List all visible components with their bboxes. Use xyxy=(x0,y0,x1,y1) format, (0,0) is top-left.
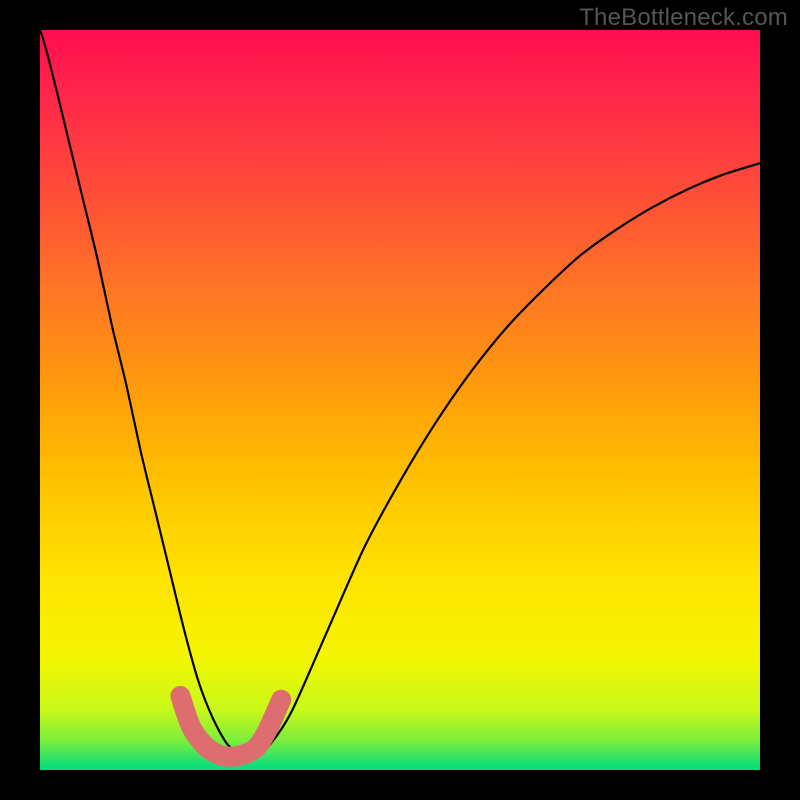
watermark-text: TheBottleneck.com xyxy=(579,4,788,32)
chart-stage: TheBottleneck.com xyxy=(0,0,800,800)
bottleneck-chart xyxy=(0,0,800,800)
plot-background xyxy=(40,30,760,770)
